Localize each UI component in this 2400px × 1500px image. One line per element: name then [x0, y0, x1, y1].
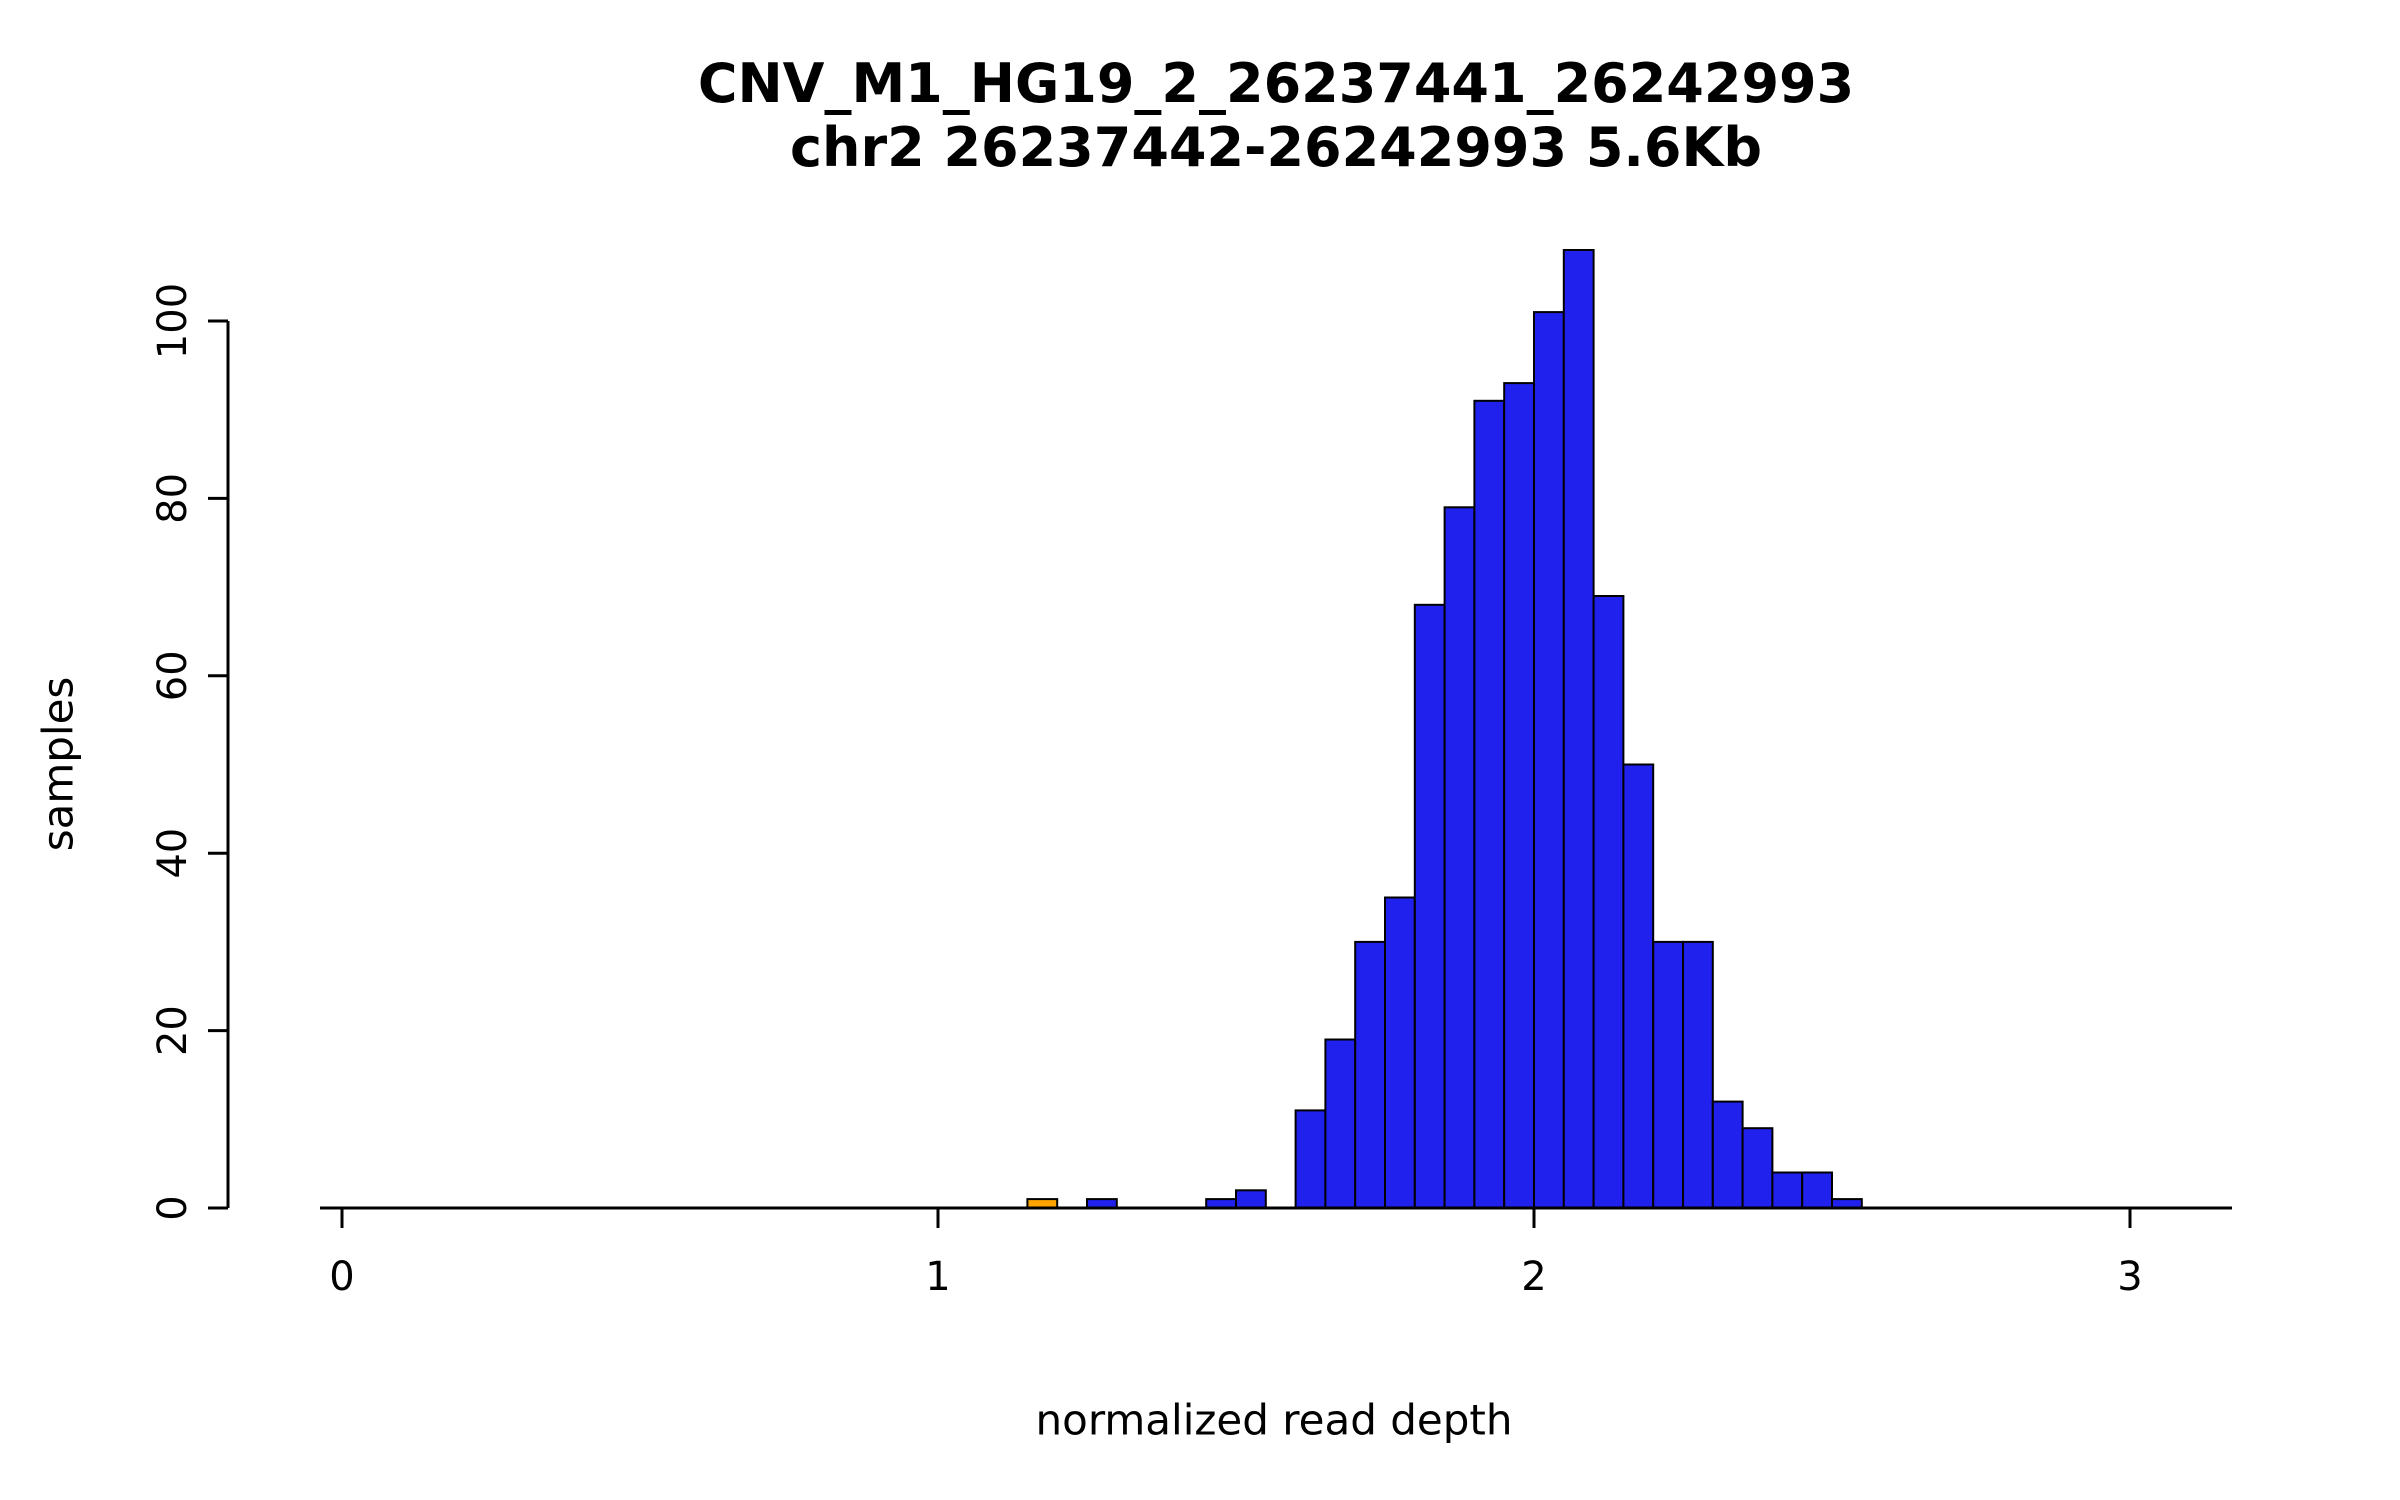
histogram-bar [1503, 382, 1535, 1210]
histogram-bar [1533, 311, 1565, 1210]
y-tick-label: 40 [150, 828, 196, 879]
histogram-bar [1592, 595, 1625, 1209]
chart-title: CNV_M1_HG19_2_26237441_26242993 [697, 52, 1855, 115]
histogram-bar [1562, 249, 1595, 1209]
histogram-bar [1741, 1127, 1774, 1209]
y-tick-label: 100 [150, 283, 196, 359]
histogram-bar [1384, 896, 1416, 1209]
x-tick-label: 1 [925, 1254, 950, 1300]
y-tick-label: 20 [150, 1005, 196, 1056]
histogram-bar [1235, 1189, 1267, 1210]
y-tick-label: 0 [150, 1195, 196, 1220]
chart-subtitle: chr2 26237442-26242993 5.6Kb [790, 115, 1762, 179]
histogram-bar [1413, 603, 1446, 1209]
histogram-bar [1622, 763, 1655, 1209]
x-tick-label: 0 [329, 1254, 354, 1300]
histogram-bar [1771, 1171, 1804, 1209]
x-tick-label: 2 [1521, 1254, 1546, 1300]
histogram-bar [1354, 940, 1386, 1210]
y-tick-label: 80 [150, 473, 196, 524]
histogram-bar [1801, 1171, 1833, 1209]
histogram-bar [1324, 1038, 1357, 1209]
histogram-bar [1652, 940, 1684, 1210]
histogram-bar [1443, 506, 1476, 1209]
x-tick-label: 3 [2117, 1254, 2142, 1300]
y-tick-label: 60 [150, 650, 196, 701]
histogram-bar [1294, 1109, 1327, 1210]
title-block: CNV_M1_HG19_2_26237441_26242993 chr2 262… [320, 52, 2232, 179]
x-axis-label: normalized read depth [1035, 1395, 1513, 1445]
histogram-bar [1473, 399, 1506, 1209]
histogram-bar [1682, 940, 1714, 1210]
histogram-bar [1711, 1100, 1744, 1209]
